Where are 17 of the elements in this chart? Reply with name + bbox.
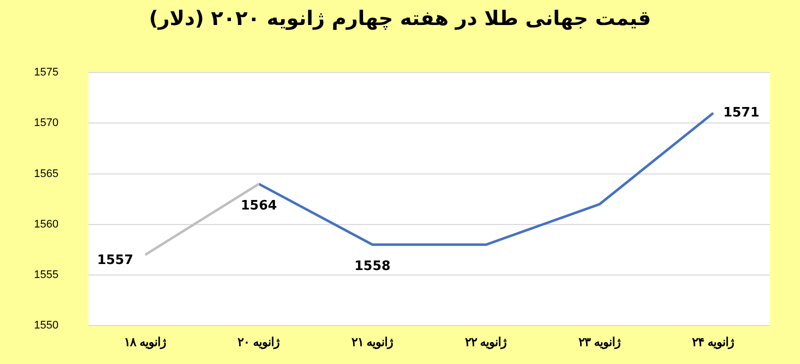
x-tick-label: ۲۳ ژانویه bbox=[578, 335, 621, 350]
data-label: 1564 bbox=[240, 198, 277, 214]
x-tick-label: ۲۱ ژانویه bbox=[351, 335, 394, 350]
y-tick-label: 1565 bbox=[34, 168, 58, 180]
x-tick-label: ۲۴ ژانویه bbox=[692, 335, 734, 350]
x-tick-label: ۲۲ ژانویه bbox=[464, 335, 508, 350]
data-label: 1558 bbox=[354, 259, 391, 274]
y-tick-label: 1555 bbox=[34, 269, 58, 282]
data-label: 1557 bbox=[97, 253, 134, 268]
x-tick-label: ۲۰ ژانویه bbox=[238, 335, 280, 350]
y-tick-label: 1570 bbox=[34, 117, 58, 130]
chart-title: قیمت جهانی طلا در هفته چهارم ژانویه ۲۰۲۰ (دلار) bbox=[148, 5, 652, 32]
data-label: 1571 bbox=[723, 105, 760, 120]
x-tick-label: ۱۸ ژانویه bbox=[124, 335, 166, 350]
y-tick-label: 1560 bbox=[34, 218, 58, 230]
y-tick-label: 1575 bbox=[34, 66, 58, 79]
y-tick-label: 1550 bbox=[34, 320, 58, 332]
